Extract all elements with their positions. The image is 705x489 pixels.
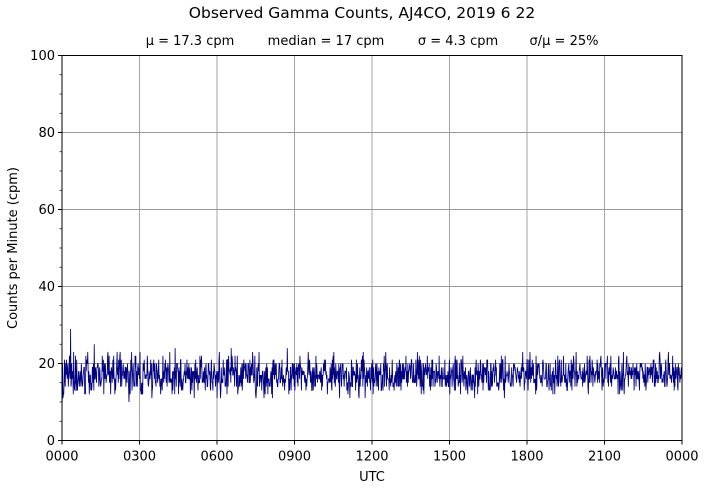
x-tick-label: 0300 [123,450,156,465]
x-tick-label: 1200 [355,450,388,465]
y-axis-label: Counts per Minute (cpm) [6,167,21,329]
x-tick-label: 0000 [665,450,698,465]
stats-line: μ = 17.3 cpm median = 17 cpm σ = 4.3 cpm… [146,34,599,49]
stat-mean: μ = 17.3 cpm [146,34,235,49]
x-tick-label: 1800 [510,450,543,465]
gamma-count-series-line [61,328,683,403]
series-layer [61,328,683,403]
y-tick-label: 100 [30,49,55,64]
y-tick-label: 60 [38,203,55,218]
x-tick-label: 0600 [200,450,233,465]
x-axis: 0000 0300 0600 0900 1200 1500 1800 2100 0000 [45,440,699,465]
y-tick-label: 0 [47,434,55,449]
x-tick-label: 1500 [433,450,466,465]
x-tick-label: 0000 [45,450,78,465]
stat-sigma: σ = 4.3 cpm [418,34,498,49]
y-axis: 0 20 40 60 80 100 [30,49,62,449]
chart-title: Observed Gamma Counts, AJ4CO, 2019 6 22 [189,4,535,22]
y-tick-label: 40 [38,280,55,295]
x-tick-label: 2100 [588,450,621,465]
stat-median: median = 17 cpm [268,34,385,49]
stat-cv: σ/μ = 25% [530,34,599,49]
gridlines [62,55,682,441]
y-tick-label: 80 [38,126,55,141]
x-tick-label: 0900 [278,450,311,465]
x-axis-label: UTC [359,470,385,485]
y-tick-label: 20 [38,357,55,372]
